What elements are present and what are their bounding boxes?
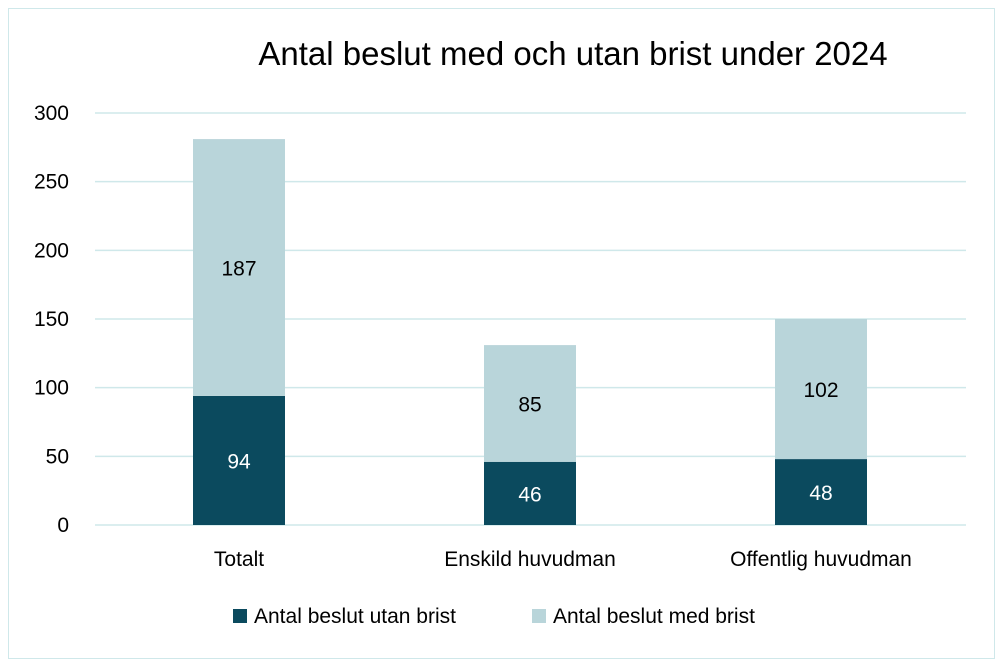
bar-segment — [484, 345, 576, 462]
legend-label: Antal beslut med brist — [553, 605, 755, 628]
y-axis-tick-labels: 0 50 100 150 200 250 300 — [34, 102, 69, 537]
bar-segment — [775, 319, 867, 460]
data-label: 94 — [227, 450, 251, 473]
y-tick-label: 50 — [46, 445, 69, 468]
y-tick-label: 150 — [34, 308, 69, 331]
legend-label: Antal beslut utan brist — [254, 605, 456, 628]
data-label: 46 — [518, 483, 541, 506]
y-tick-label: 100 — [34, 377, 69, 400]
data-labels: 94 187 46 85 48 102 — [221, 258, 838, 507]
bars — [193, 139, 867, 525]
data-label: 48 — [809, 482, 832, 505]
category-label: Offentlig huvudman — [730, 548, 912, 571]
data-label: 102 — [803, 379, 838, 402]
y-tick-label: 200 — [34, 239, 69, 262]
legend: Antal beslut utan brist Antal beslut med … — [233, 605, 755, 628]
legend-swatch — [233, 609, 247, 623]
y-tick-label: 0 — [57, 514, 69, 537]
x-axis-category-labels: Totalt Enskild huvudman Offentlig huvudman — [214, 548, 912, 571]
category-label: Totalt — [214, 548, 264, 571]
bar-segment — [775, 459, 867, 525]
data-label: 187 — [221, 258, 256, 281]
y-tick-label: 300 — [34, 102, 69, 125]
bar-segment — [193, 395, 285, 525]
chart-title: Antal beslut med och utan brist under 20… — [258, 35, 887, 72]
y-tick-label: 250 — [34, 171, 69, 194]
category-label: Enskild huvudman — [444, 548, 616, 571]
bar-segment — [484, 461, 576, 525]
bar-segment — [193, 139, 285, 396]
legend-swatch — [532, 609, 546, 623]
data-label: 85 — [518, 393, 541, 416]
